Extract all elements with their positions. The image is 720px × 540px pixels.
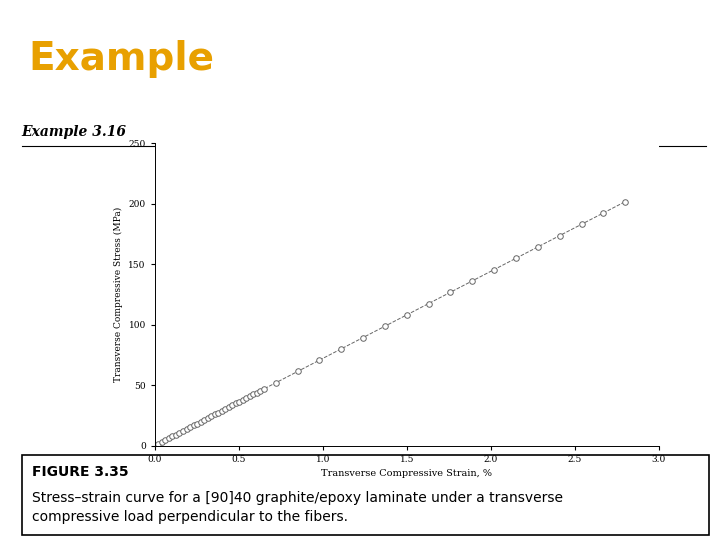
Text: Example 3.16: Example 3.16 [22,125,127,139]
Text: FIGURE 3.35: FIGURE 3.35 [32,464,129,478]
Text: Example: Example [29,40,215,78]
Y-axis label: Transverse Compressive Stress (MPa): Transverse Compressive Stress (MPa) [114,207,123,382]
FancyBboxPatch shape [22,455,709,535]
Text: Stress–strain curve for a [90]40 graphite/epoxy laminate under a transverse
comp: Stress–strain curve for a [90]40 graphit… [32,491,563,524]
X-axis label: Transverse Compressive Strain, %: Transverse Compressive Strain, % [321,469,492,478]
